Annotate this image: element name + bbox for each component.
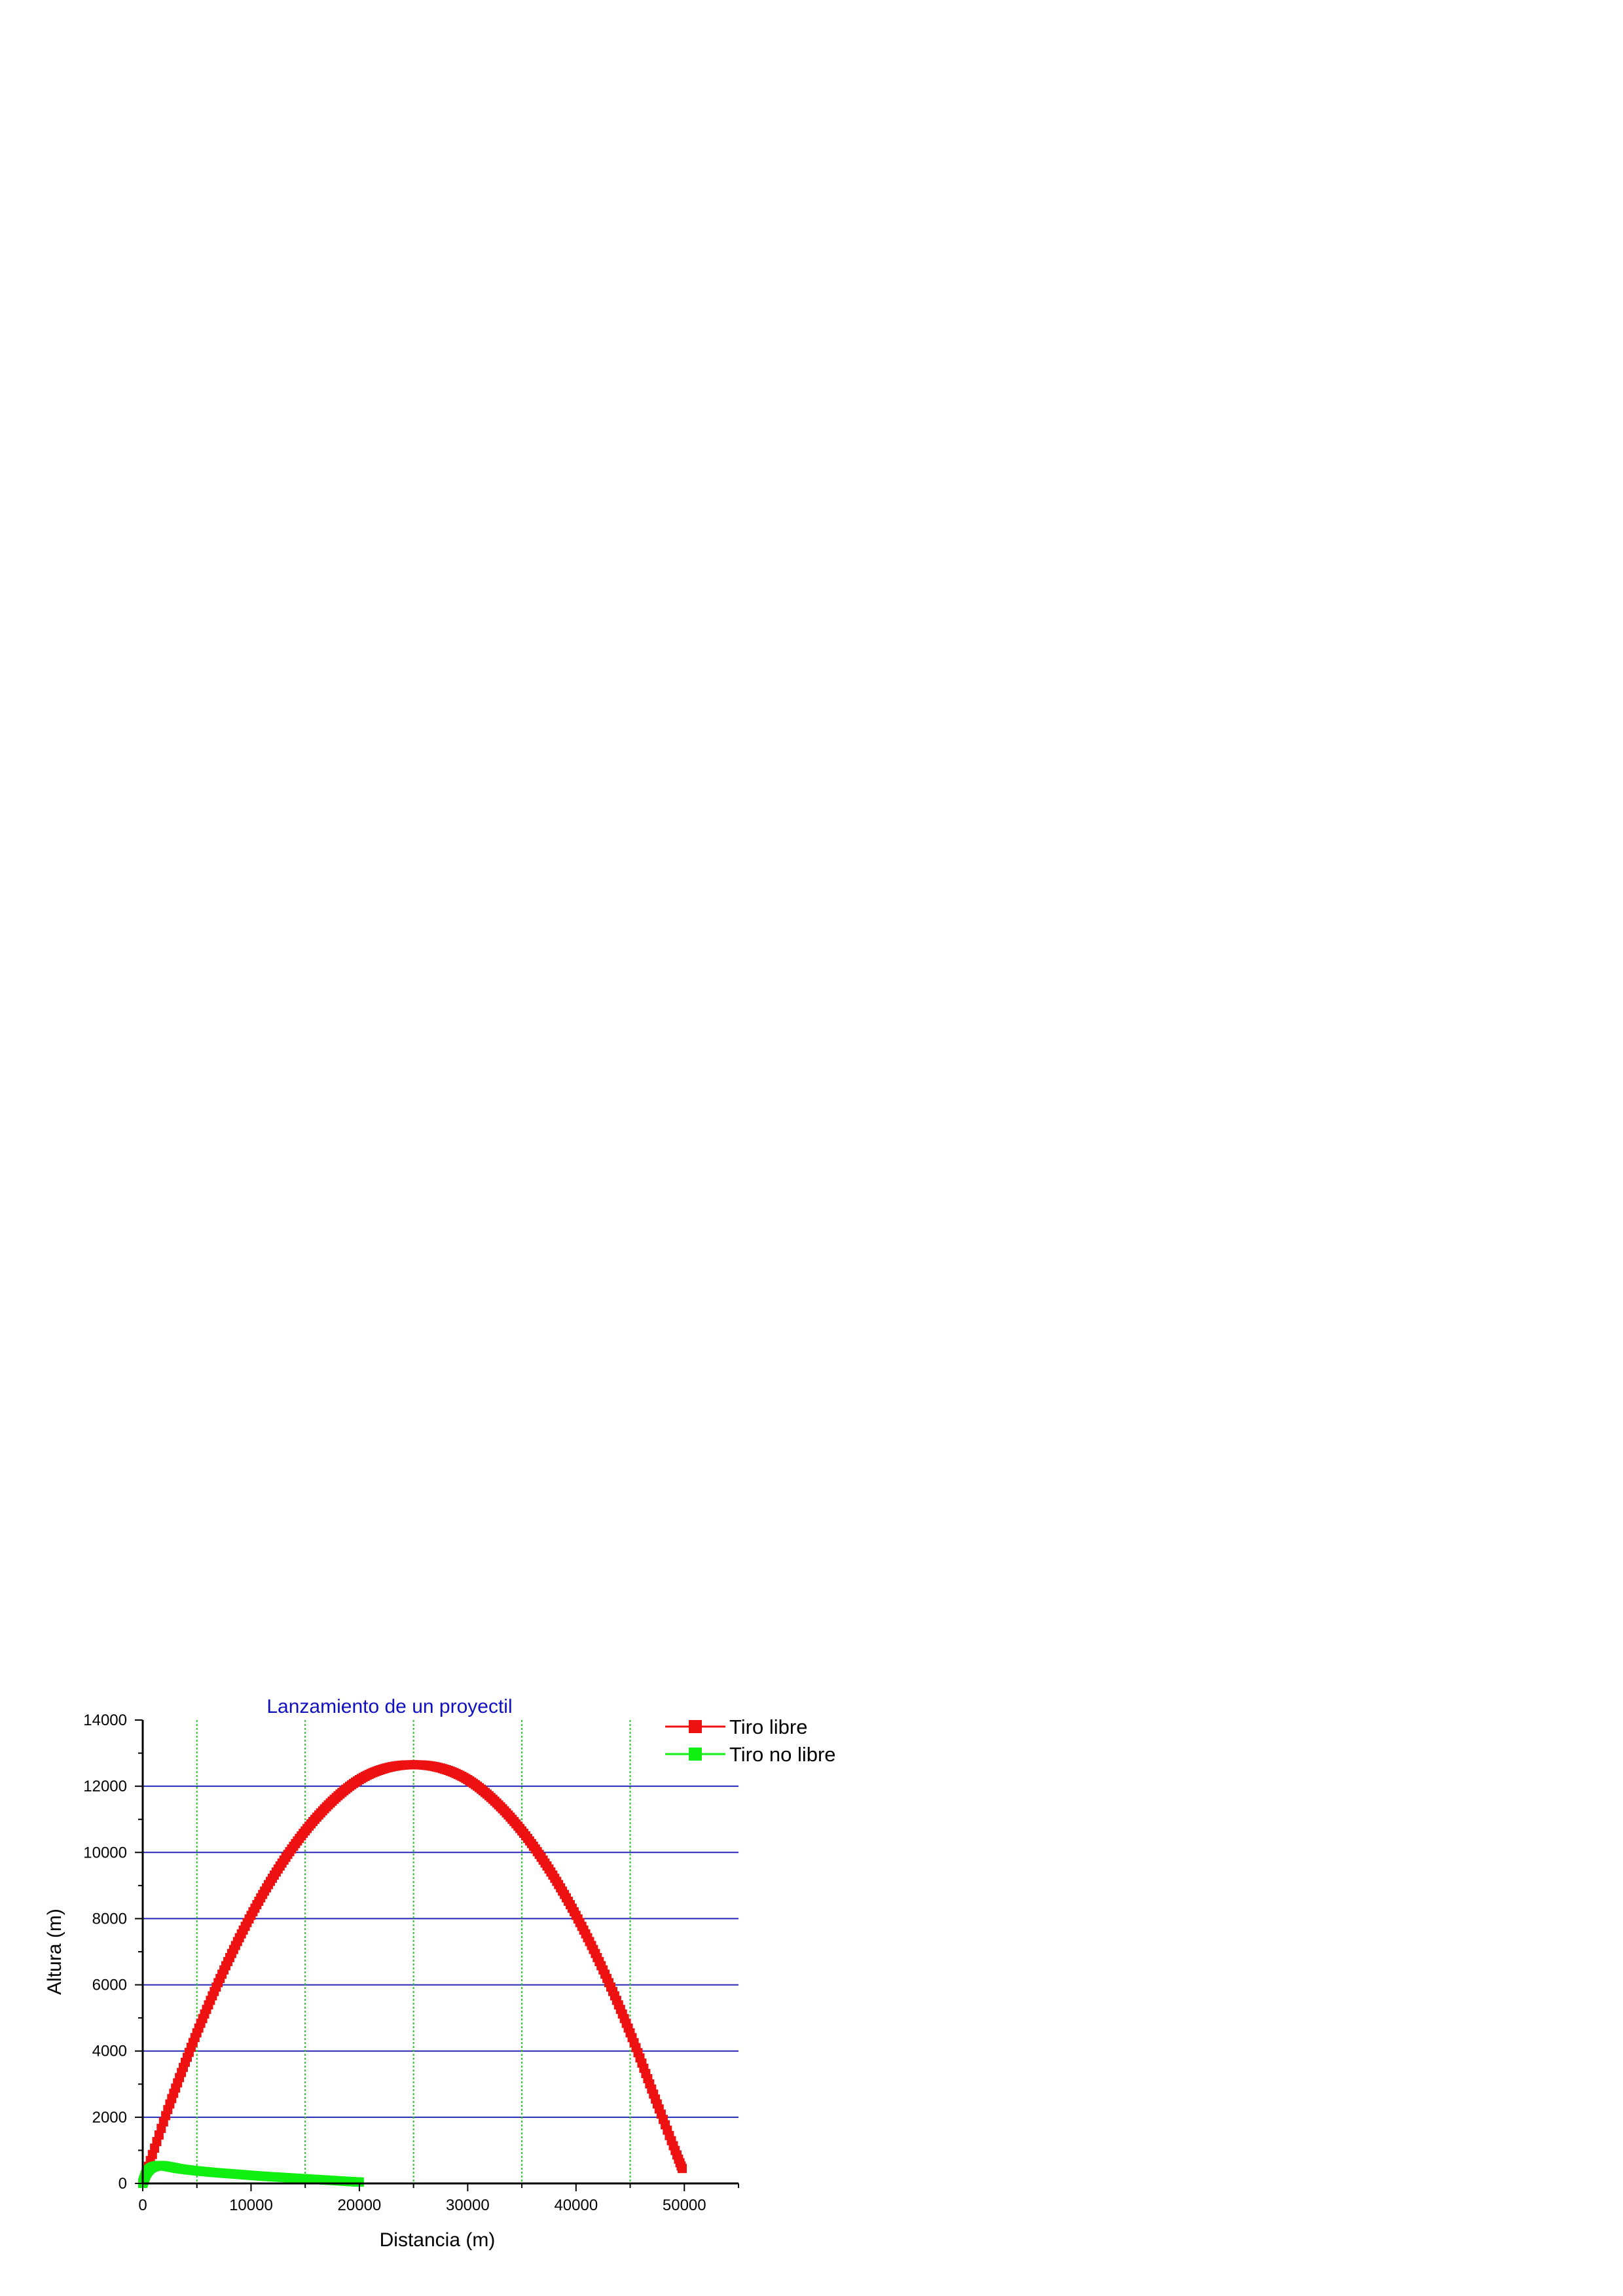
y-tick-label: 4000 [92,2043,127,2060]
axis-ticks: 0 10000 20000 30000 40000 50000 0 2000 4000 6000 8… [83,1712,739,2214]
y-axis-title: Altura (m) [44,1909,65,1995]
legend-label: Tiro no libre [729,1743,836,1766]
data-point [678,2164,687,2173]
legend-swatch-marker [689,1748,702,1761]
chart-title: Lanzamiento de un proyectil [266,1696,512,1717]
legend: Tiro libre Tiro no libre [665,1715,836,1766]
legend-swatch-marker [689,1720,702,1733]
series-0 [138,1760,687,2188]
y-tick-label: 0 [119,2175,127,2193]
y-tick-label: 2000 [92,2109,127,2126]
x-axis-title: Distancia (m) [380,2229,496,2251]
legend-item-tiro-libre: Tiro libre [665,1715,807,1738]
y-tick-label: 12000 [83,1778,127,1795]
x-tick-label: 0 [138,2197,147,2214]
x-tick-label: 20000 [338,2197,382,2214]
y-tick-label: 14000 [83,1712,127,1729]
x-tick-label: 30000 [446,2197,490,2214]
x-tick-label: 40000 [554,2197,598,2214]
y-tick-label: 6000 [92,1977,127,1994]
y-tick-label: 8000 [92,1910,127,1928]
legend-item-tiro-no-libre: Tiro no libre [665,1743,836,1766]
y-tick-label: 10000 [83,1844,127,1861]
legend-label: Tiro libre [729,1715,807,1738]
data-series [138,1760,687,2188]
x-tick-label: 50000 [663,2197,706,2214]
x-tick-label: 10000 [229,2197,273,2214]
